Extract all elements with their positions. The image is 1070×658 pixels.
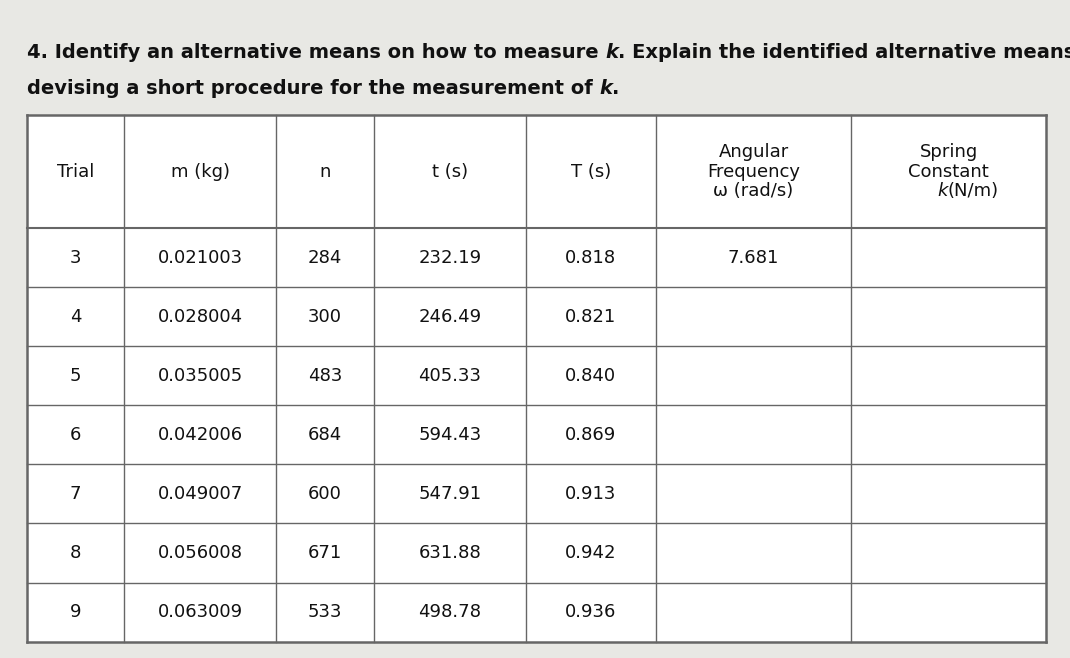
- Text: 684: 684: [308, 426, 342, 444]
- Text: 0.840: 0.840: [565, 367, 616, 385]
- Text: .: .: [612, 79, 620, 98]
- Text: 4: 4: [70, 308, 81, 326]
- Text: 600: 600: [308, 485, 342, 503]
- Text: 0.021003: 0.021003: [157, 249, 243, 267]
- Text: 232.19: 232.19: [418, 249, 482, 267]
- Text: m (kg): m (kg): [171, 163, 230, 181]
- Text: 4. Identify an alternative means on how to measure: 4. Identify an alternative means on how …: [27, 43, 606, 62]
- Text: t (s): t (s): [432, 163, 468, 181]
- Text: 7.681: 7.681: [728, 249, 779, 267]
- Text: ω (rad/s): ω (rad/s): [714, 182, 794, 201]
- Text: 6: 6: [70, 426, 81, 444]
- Text: 284: 284: [308, 249, 342, 267]
- Text: n: n: [319, 163, 331, 181]
- Text: 0.063009: 0.063009: [157, 603, 243, 621]
- Text: Constant: Constant: [908, 163, 989, 181]
- Text: 498.78: 498.78: [418, 603, 482, 621]
- Text: k: k: [599, 79, 612, 98]
- Text: 9: 9: [70, 603, 81, 621]
- Text: 0.821: 0.821: [565, 308, 616, 326]
- Text: 0.869: 0.869: [565, 426, 616, 444]
- Text: devising a short procedure for the measurement of: devising a short procedure for the measu…: [27, 79, 599, 98]
- Text: Spring: Spring: [920, 143, 978, 161]
- Text: 300: 300: [308, 308, 342, 326]
- Text: 0.035005: 0.035005: [157, 367, 243, 385]
- Text: 0.056008: 0.056008: [157, 544, 243, 562]
- Text: 631.88: 631.88: [418, 544, 482, 562]
- Text: Angular: Angular: [718, 143, 789, 161]
- Text: 671: 671: [308, 544, 342, 562]
- Text: 0.028004: 0.028004: [157, 308, 243, 326]
- Text: 533: 533: [308, 603, 342, 621]
- Text: 5: 5: [70, 367, 81, 385]
- Text: T (s): T (s): [570, 163, 611, 181]
- Text: 246.49: 246.49: [418, 308, 482, 326]
- Text: 7: 7: [70, 485, 81, 503]
- Bar: [27, 115, 1046, 642]
- Text: 0.042006: 0.042006: [157, 426, 243, 444]
- Text: 0.936: 0.936: [565, 603, 616, 621]
- Text: 405.33: 405.33: [418, 367, 482, 385]
- Text: 483: 483: [308, 367, 342, 385]
- Text: k: k: [937, 182, 948, 201]
- Text: 0.818: 0.818: [565, 249, 616, 267]
- Text: 0.942: 0.942: [565, 544, 616, 562]
- Text: 8: 8: [70, 544, 81, 562]
- Text: . Explain the identified alternative means by: . Explain the identified alternative mea…: [618, 43, 1070, 62]
- Text: Frequency: Frequency: [707, 163, 800, 181]
- Text: 0.913: 0.913: [565, 485, 616, 503]
- Text: k: k: [606, 43, 618, 62]
- Text: (N/m): (N/m): [948, 182, 999, 201]
- Text: Trial: Trial: [57, 163, 94, 181]
- Text: 0.049007: 0.049007: [157, 485, 243, 503]
- Text: 594.43: 594.43: [418, 426, 482, 444]
- Text: 3: 3: [70, 249, 81, 267]
- Text: 547.91: 547.91: [418, 485, 482, 503]
